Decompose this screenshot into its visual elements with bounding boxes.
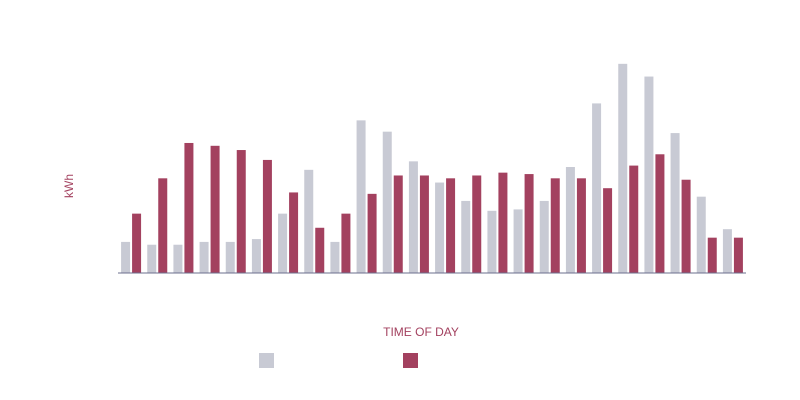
bar-series2-1: [132, 213, 142, 273]
bar-series1-13: [435, 182, 445, 273]
bar-series2-18: [576, 178, 586, 273]
bar-series2-11: [393, 175, 403, 273]
bar-series2-4: [210, 145, 220, 273]
bar-series2-8: [315, 227, 325, 273]
bar-series1-9: [330, 241, 340, 273]
bar-series2-6: [262, 159, 272, 273]
bar-series1-23: [696, 196, 706, 273]
bar-series1-8: [304, 169, 314, 273]
bar-series1-5: [225, 241, 235, 273]
bar-series1-22: [670, 133, 680, 273]
bar-series1-16: [513, 209, 523, 273]
bar-series1-10: [356, 120, 366, 273]
bar-series2-14: [472, 175, 482, 273]
bar-series2-12: [419, 175, 429, 273]
bar-series1-20: [618, 63, 628, 273]
bars-group: [121, 63, 743, 274]
bar-series2-20: [629, 165, 639, 273]
bar-series2-5: [236, 150, 246, 273]
legend-swatch-series1: [259, 353, 274, 368]
bar-series2-10: [367, 193, 377, 273]
bar-series1-15: [487, 210, 497, 273]
bar-series2-13: [446, 178, 456, 273]
bar-series1-21: [644, 76, 654, 273]
bar-series2-19: [603, 188, 613, 273]
bar-series2-22: [681, 179, 691, 273]
bar-series2-23: [707, 237, 717, 273]
bar-series1-1: [121, 241, 131, 273]
bar-series2-9: [341, 213, 351, 273]
bar-series2-21: [655, 154, 665, 273]
legend: [259, 353, 418, 368]
bar-series1-7: [278, 213, 288, 273]
bar-series1-17: [539, 200, 549, 273]
bar-series1-19: [592, 103, 602, 274]
bar-series1-3: [173, 244, 183, 273]
bar-series2-7: [289, 192, 299, 273]
bar-series1-2: [147, 244, 157, 273]
bar-series2-17: [550, 178, 560, 273]
bar-series2-2: [158, 178, 168, 273]
bar-series1-18: [565, 167, 575, 273]
bar-series1-14: [461, 200, 471, 273]
bar-series2-15: [498, 172, 508, 273]
bar-series2-16: [524, 174, 534, 273]
bar-series1-24: [722, 229, 732, 273]
y-axis-title: kWh: [62, 174, 76, 198]
x-axis-title: TIME OF DAY: [383, 325, 459, 339]
bar-series1-12: [408, 161, 418, 273]
bar-series1-4: [199, 241, 209, 273]
bar-series1-6: [251, 239, 261, 273]
bar-series1-11: [382, 131, 392, 273]
bar-series2-24: [733, 237, 743, 273]
bar-series2-3: [184, 142, 194, 273]
legend-swatch-series2: [403, 353, 418, 368]
